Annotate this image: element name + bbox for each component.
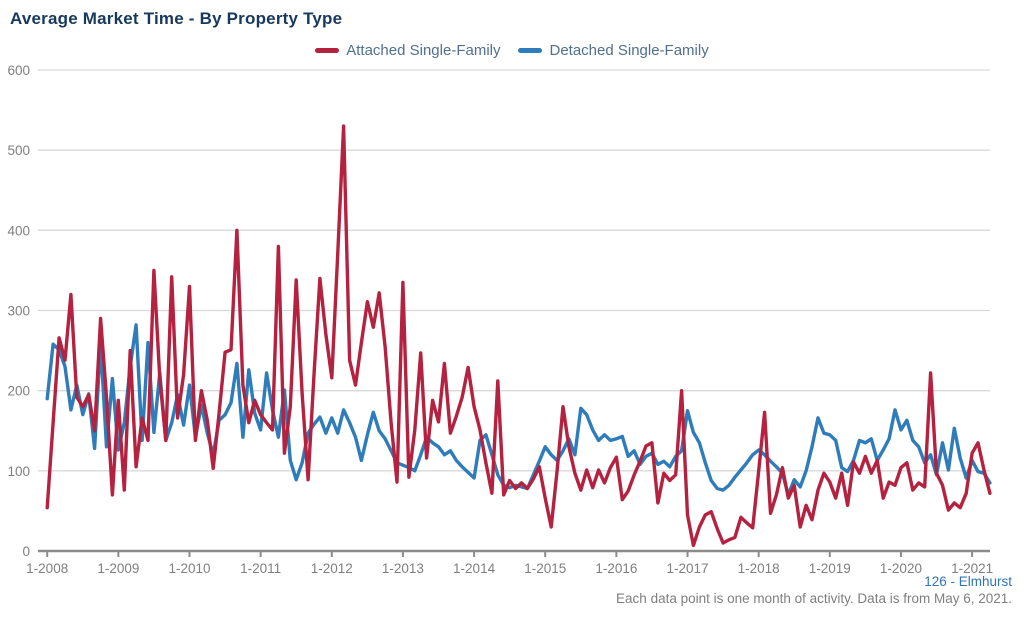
x-tick-label-1-2011: 1-2011: [240, 561, 281, 576]
source-label[interactable]: 126 - Elmhurst: [924, 574, 1012, 589]
chart-footnotes: 126 - Elmhurst Each data point is one mo…: [616, 574, 1012, 607]
x-tick-label-1-2014: 1-2014: [453, 561, 496, 576]
series-line-attached: [45, 124, 992, 548]
y-tick-label-300: 300: [7, 304, 30, 319]
x-tick-label-1-2015: 1-2015: [524, 561, 566, 576]
legend-item-attached[interactable]: Attached Single-Family: [315, 42, 500, 59]
x-tick-label-1-2016: 1-2016: [595, 561, 637, 576]
chart-title: Average Market Time - By Property Type: [10, 9, 343, 28]
x-tick-label-1-2012: 1-2012: [311, 561, 353, 576]
x-tick-label-1-2009: 1-2009: [97, 561, 139, 576]
x-tick-label-1-2019: 1-2019: [809, 561, 851, 576]
legend-label-attached: Attached Single-Family: [346, 42, 501, 59]
legend-swatch-detached-icon: [518, 48, 543, 53]
y-tick-label-600: 600: [7, 63, 30, 78]
y-tick-label-400: 400: [7, 223, 30, 238]
y-tick-label-0: 0: [22, 544, 30, 559]
y-tick-label-100: 100: [7, 464, 30, 479]
legend-item-detached[interactable]: Detached Single-Family: [518, 42, 709, 59]
x-tick-label-1-2020: 1-2020: [880, 561, 922, 576]
x-tick-label-1-2010: 1-2010: [168, 561, 210, 576]
legend-label-detached: Detached Single-Family: [549, 42, 709, 59]
x-tick-label-1-2008: 1-2008: [26, 561, 68, 576]
y-tick-label-500: 500: [7, 143, 30, 158]
chart-legend: Attached Single-Family Detached Single-F…: [0, 42, 1024, 59]
footnote: Each data point is one month of activity…: [616, 591, 1012, 606]
series-line-detached: [45, 323, 992, 497]
x-tick-label-1-2017: 1-2017: [666, 561, 708, 576]
legend-swatch-attached-icon: [315, 48, 340, 53]
y-tick-label-200: 200: [7, 384, 30, 399]
x-tick-label-1-2013: 1-2013: [382, 561, 424, 576]
x-tick-label-1-2021: 1-2021: [951, 561, 993, 576]
x-tick-label-1-2018: 1-2018: [738, 561, 780, 576]
